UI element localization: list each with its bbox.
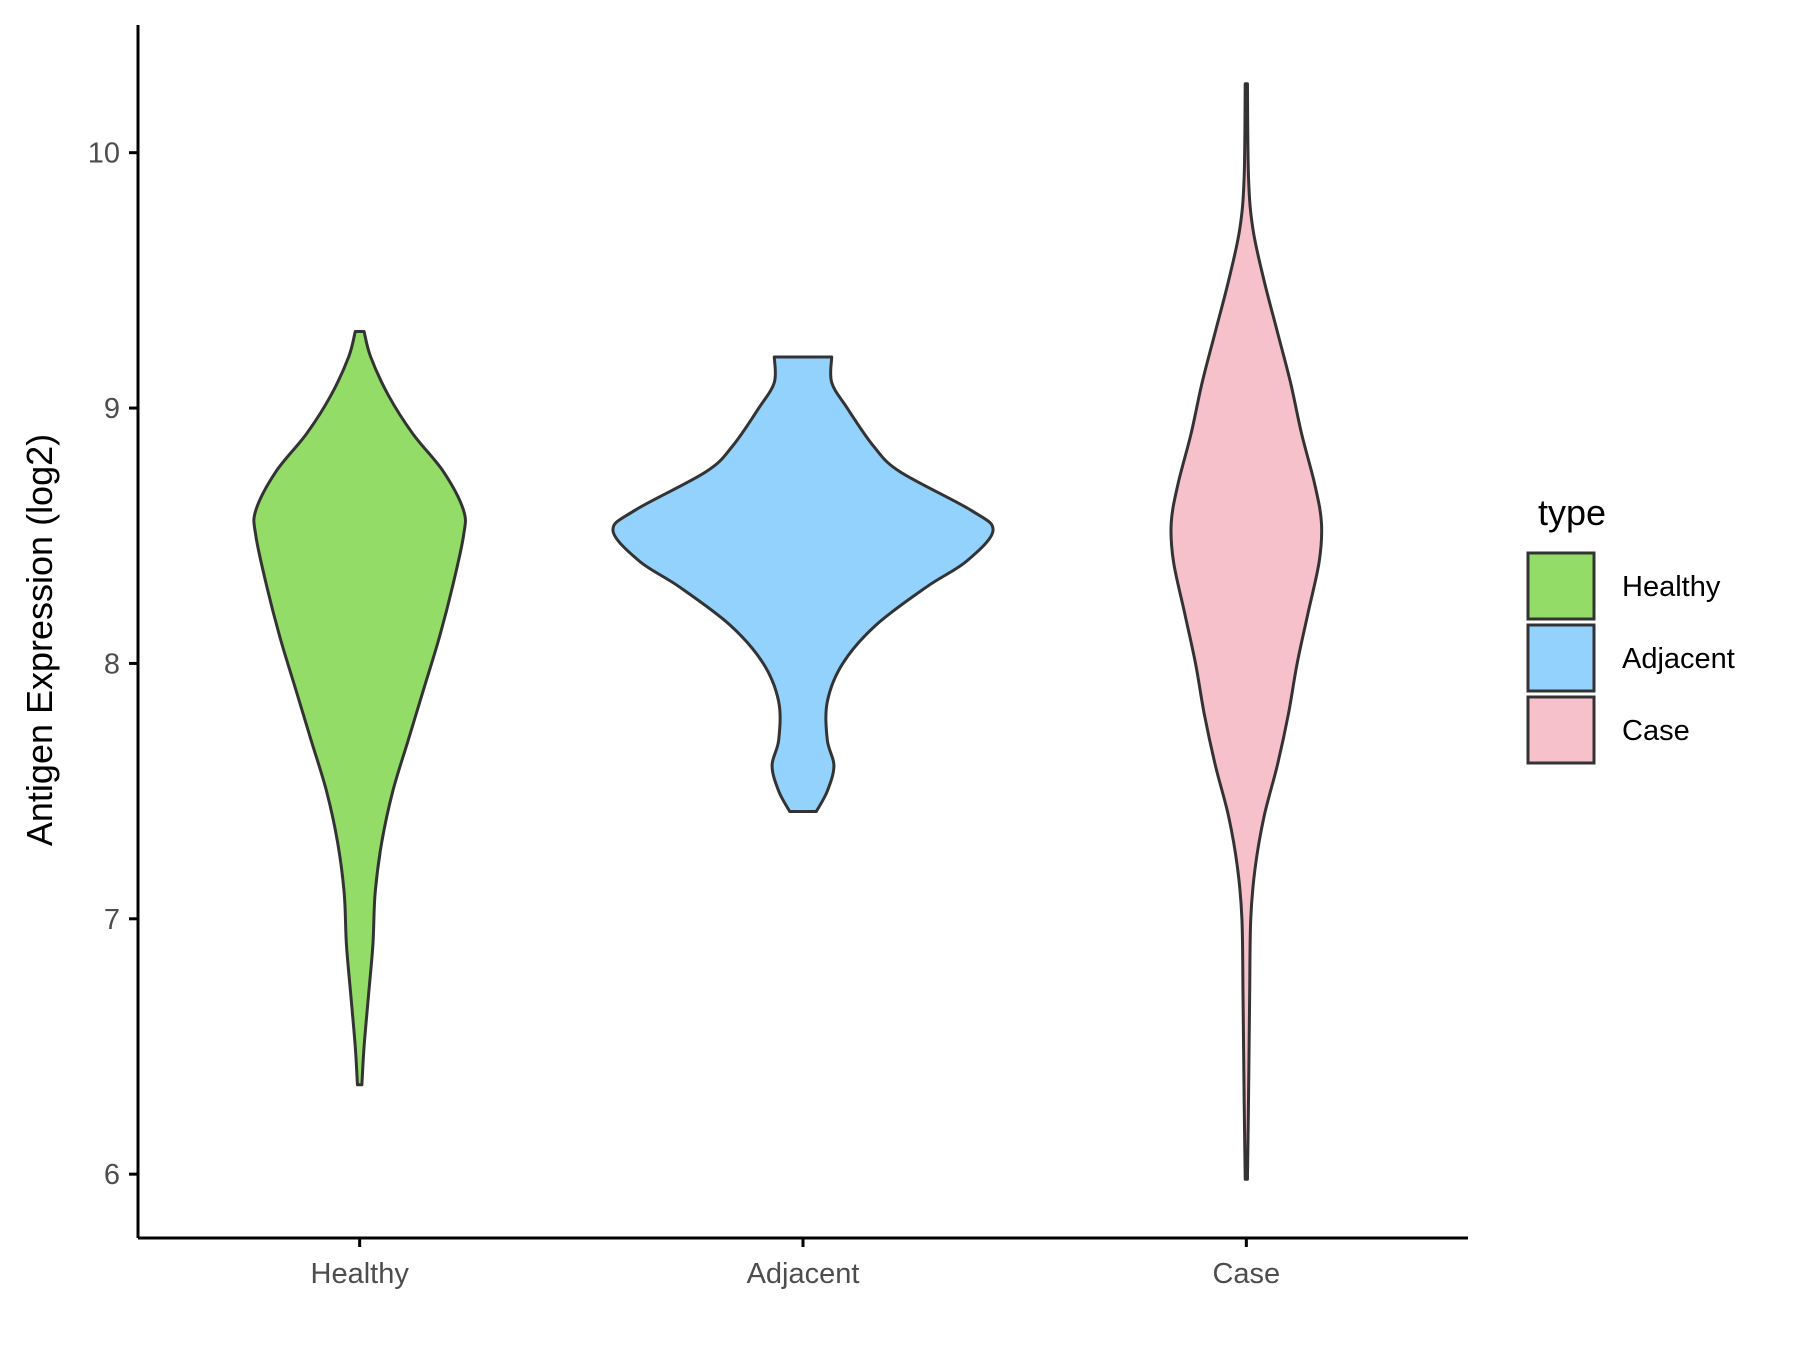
violin-layer [252, 82, 1324, 1181]
legend-label: Case [1622, 715, 1690, 747]
y-axis-title: Antigen Expression (log2) [19, 434, 60, 846]
x-tick-label: Case [1212, 1258, 1280, 1290]
y-tick-label: 9 [104, 393, 120, 425]
y-tick-label: 8 [104, 648, 120, 680]
violin-healthy [252, 329, 467, 1087]
violin-case [1169, 82, 1324, 1181]
legend-swatch [1526, 551, 1596, 621]
legend: type Healthy Adjacent Case [1526, 492, 1735, 765]
legend-label: Adjacent [1622, 643, 1735, 675]
legend-label: Healthy [1622, 571, 1721, 603]
legend-title: type [1538, 492, 1606, 533]
y-tick-label: 7 [104, 904, 120, 936]
x-axis-ticks: Healthy Adjacent Case [311, 1238, 1280, 1290]
legend-swatch [1526, 623, 1596, 693]
y-axis-ticks: 6 7 8 9 10 [88, 138, 138, 1191]
violin-adjacent [611, 355, 995, 814]
y-tick-label: 10 [88, 138, 120, 170]
x-tick-label: Adjacent [747, 1258, 860, 1290]
legend-items: Healthy Adjacent Case [1526, 551, 1735, 765]
x-tick-label: Healthy [311, 1258, 410, 1290]
y-tick-label: 6 [104, 1159, 120, 1191]
legend-swatch [1526, 695, 1596, 765]
